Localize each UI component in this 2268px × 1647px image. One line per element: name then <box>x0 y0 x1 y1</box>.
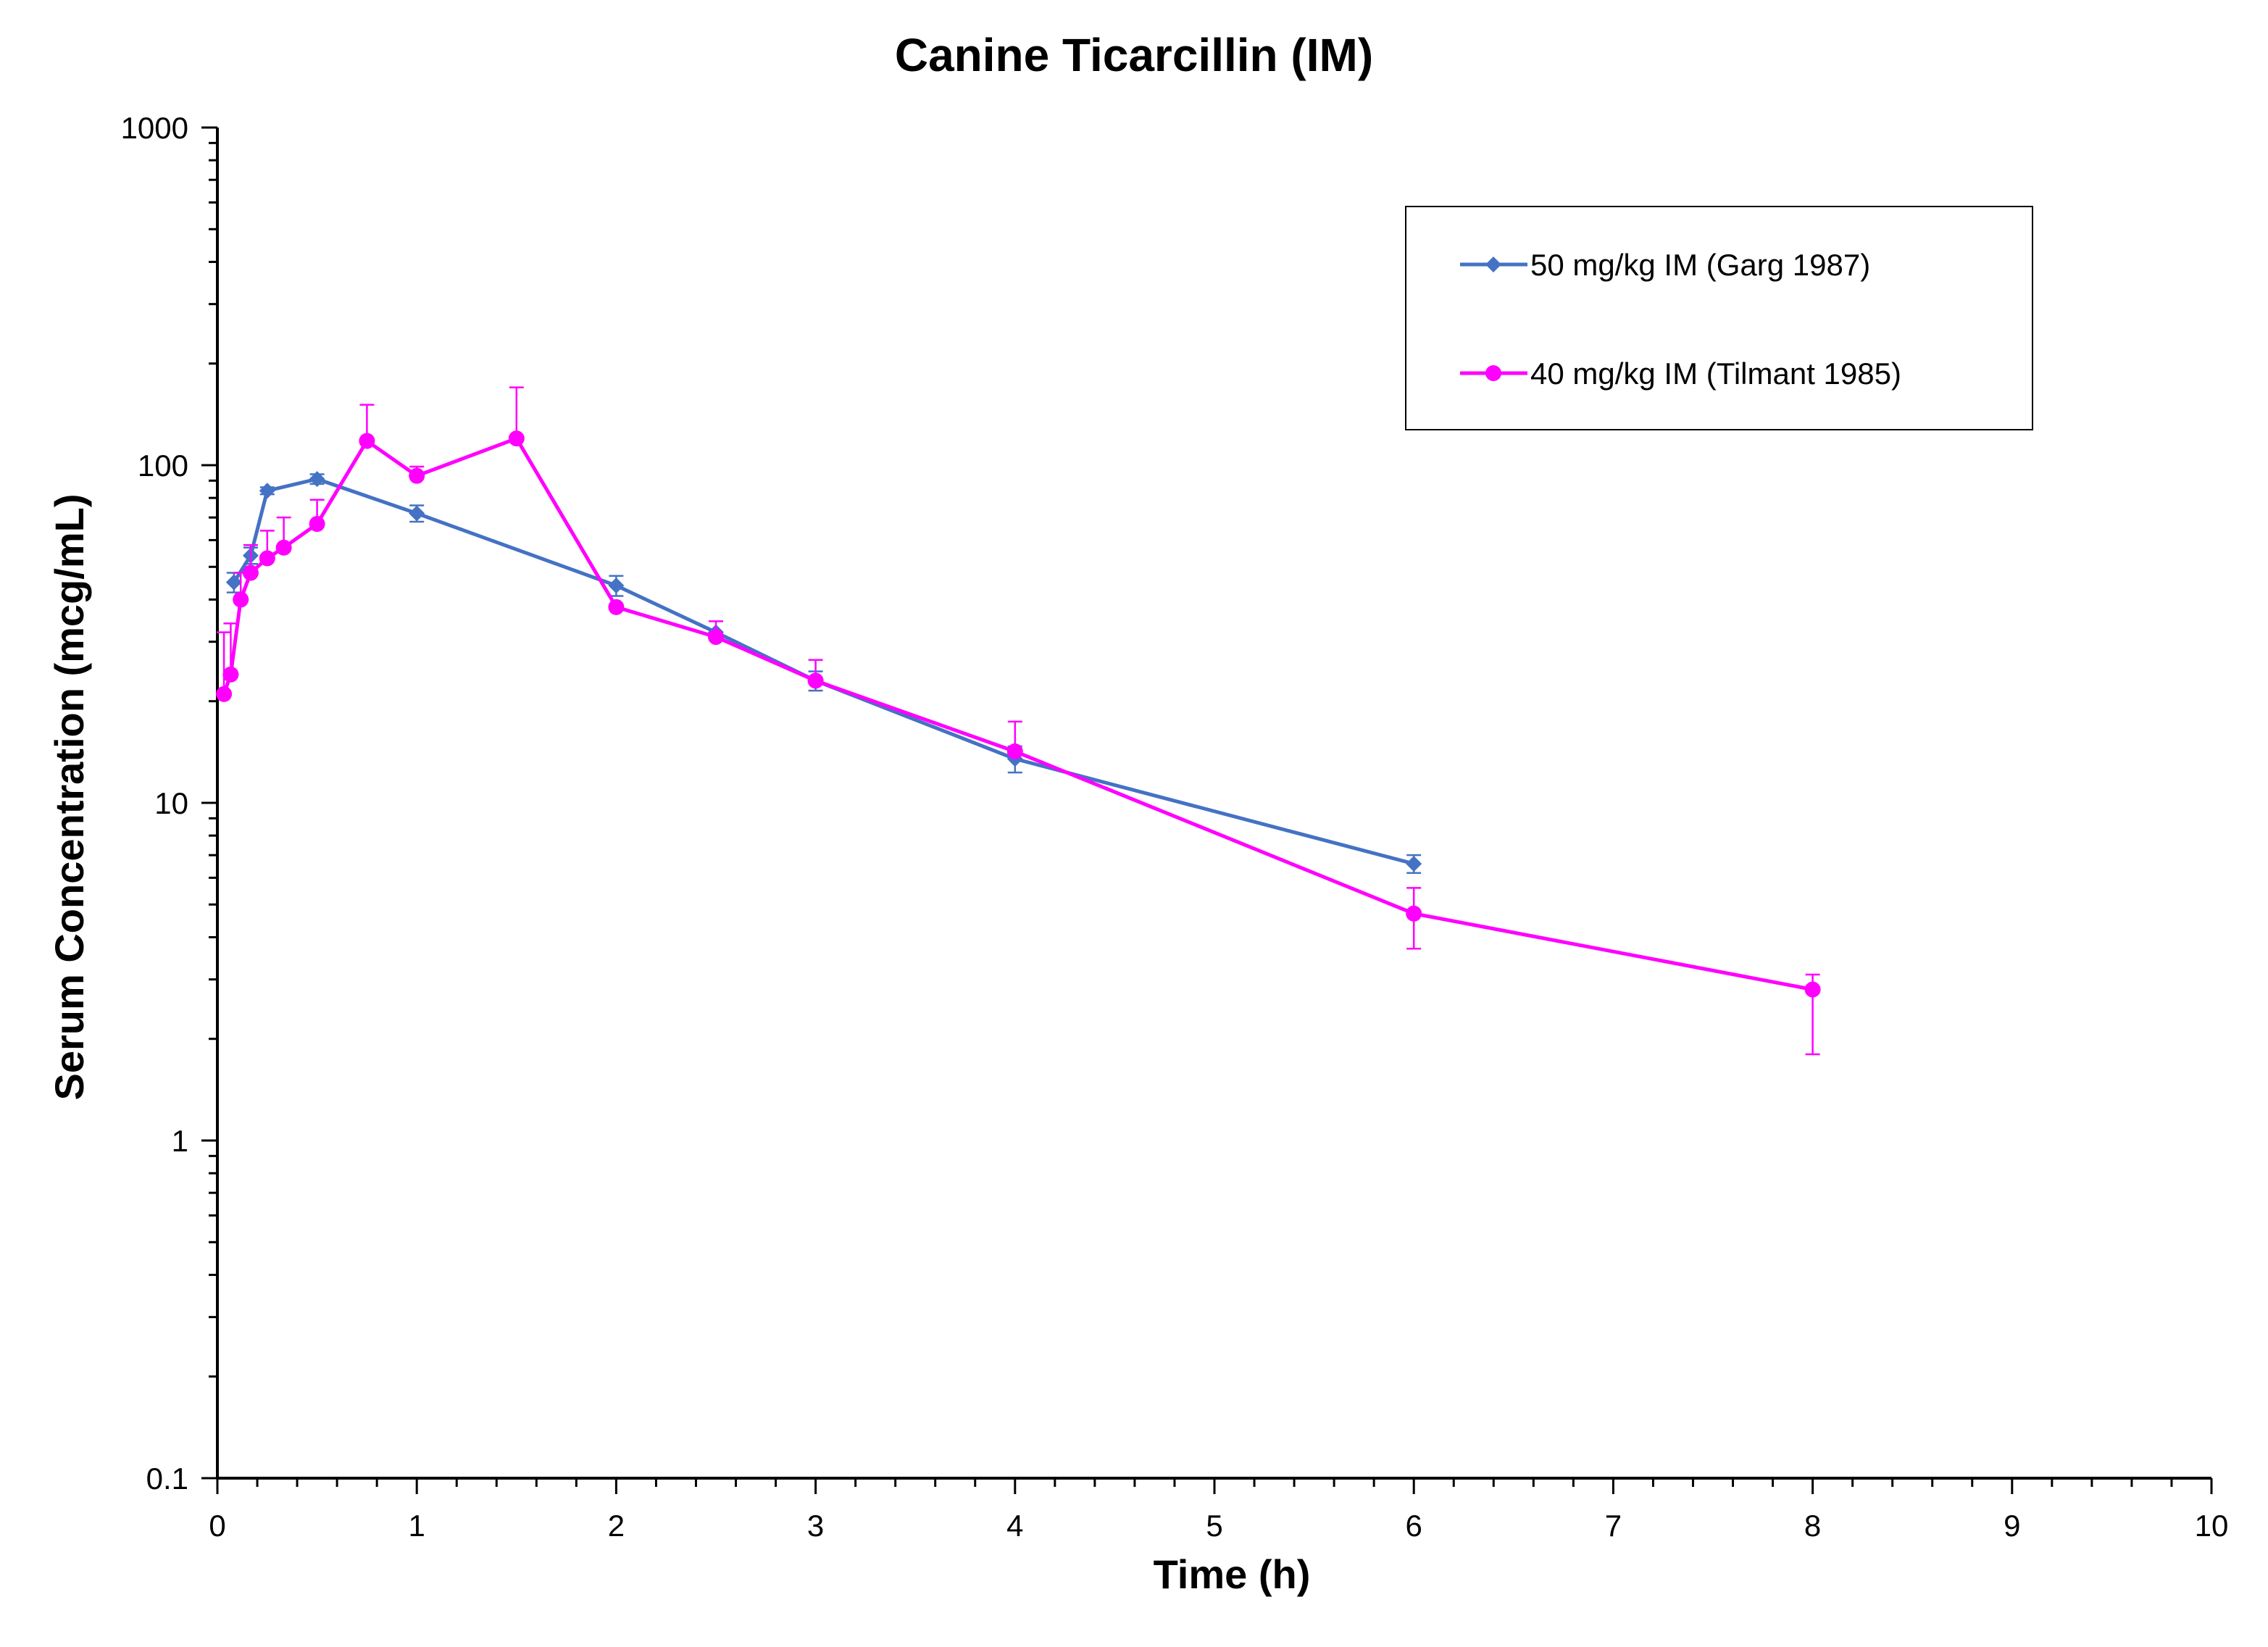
x-tick-label: 2 <box>608 1509 625 1543</box>
data-point <box>409 505 425 522</box>
chart-title: Canine Ticarcillin (IM) <box>895 29 1373 81</box>
legend-label: 40 mg/kg IM (Tilmant 1985) <box>1530 356 1901 391</box>
x-tick-label: 9 <box>2004 1509 2020 1543</box>
x-tick-label: 3 <box>807 1509 824 1543</box>
data-point <box>309 471 325 488</box>
data-point <box>222 666 239 683</box>
legend-entry: 40 mg/kg IM (Tilmant 1985) <box>1460 356 1901 391</box>
data-point <box>409 467 425 484</box>
x-tick-label: 6 <box>1406 1509 1422 1543</box>
legend-marker <box>1485 257 1501 272</box>
tilmant-series <box>216 386 1821 1056</box>
data-point <box>309 516 325 533</box>
data-point <box>225 574 242 591</box>
data-point <box>275 539 292 556</box>
axes: 0 1 2 3 4 5 6 7 8 9 10 0.1 1 10 100 1000 <box>121 111 2229 1543</box>
y-tick-label: 1000 <box>121 111 188 145</box>
data-point <box>359 433 375 449</box>
plot-area <box>216 386 1821 1056</box>
legend-box <box>1405 206 2033 430</box>
data-point <box>608 599 625 615</box>
y-tick-label: 100 <box>138 449 188 483</box>
legend-entry: 50 mg/kg IM (Garg 1987) <box>1460 248 1870 282</box>
x-tick-label: 8 <box>1804 1509 1821 1543</box>
x-tick-label: 1 <box>409 1509 425 1543</box>
data-point <box>259 483 275 499</box>
data-point <box>508 430 525 447</box>
x-tick-label: 4 <box>1006 1509 1023 1543</box>
data-point <box>1406 856 1422 872</box>
x-axis-label: Time (h) <box>1154 1551 1311 1597</box>
y-tick-label: 10 <box>154 786 188 820</box>
data-point <box>216 685 233 702</box>
legend-label: 50 mg/kg IM (Garg 1987) <box>1530 248 1870 282</box>
data-point <box>1804 981 1821 998</box>
x-tick-label: 5 <box>1206 1509 1222 1543</box>
y-tick-label: 0.1 <box>146 1462 188 1496</box>
x-tick-label: 10 <box>2195 1509 2229 1543</box>
legend-marker <box>1485 365 1501 381</box>
data-point <box>807 672 824 689</box>
series-line <box>222 436 1814 992</box>
y-axis-label: Serum Concentration (mcg/mL) <box>46 494 92 1101</box>
data-point <box>242 564 259 581</box>
x-tick-label: 0 <box>209 1509 225 1543</box>
data-point <box>708 629 724 646</box>
data-point <box>608 578 625 594</box>
x-tick-label: 7 <box>1605 1509 1622 1543</box>
data-point <box>1006 743 1023 760</box>
data-point <box>233 591 249 608</box>
legend: 50 mg/kg IM (Garg 1987) 40 mg/kg IM (Tilm… <box>1405 206 2033 430</box>
data-point <box>259 550 275 567</box>
data-point <box>1406 905 1422 922</box>
y-tick-label: 1 <box>172 1124 188 1158</box>
series-line <box>232 477 1414 866</box>
